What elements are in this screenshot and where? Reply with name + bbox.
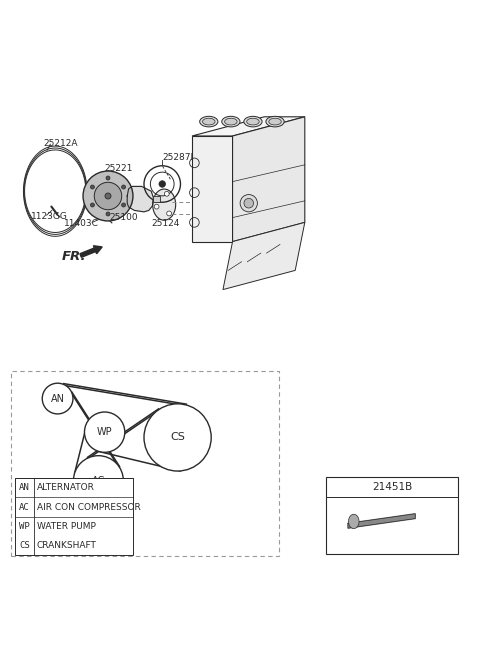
Ellipse shape — [266, 116, 284, 127]
Text: 25100: 25100 — [109, 213, 138, 222]
Ellipse shape — [244, 116, 262, 127]
Circle shape — [42, 383, 73, 414]
Circle shape — [105, 193, 111, 199]
Text: AC: AC — [19, 502, 30, 512]
Ellipse shape — [247, 118, 259, 125]
Text: FR.: FR. — [61, 251, 86, 264]
Bar — [11, 371, 279, 556]
Polygon shape — [233, 117, 305, 241]
Circle shape — [94, 182, 122, 210]
Text: 11403C: 11403C — [64, 219, 99, 228]
Polygon shape — [223, 222, 305, 289]
Polygon shape — [192, 136, 233, 241]
Text: AN: AN — [50, 394, 65, 403]
Text: 25212A: 25212A — [43, 138, 78, 148]
Circle shape — [106, 176, 110, 180]
Circle shape — [154, 204, 159, 209]
Circle shape — [121, 203, 126, 207]
Circle shape — [90, 203, 95, 207]
Circle shape — [121, 185, 126, 189]
Text: AIR CON COMPRESSOR: AIR CON COMPRESSOR — [37, 502, 141, 512]
Circle shape — [144, 404, 211, 471]
Circle shape — [167, 211, 171, 216]
FancyArrow shape — [80, 246, 102, 257]
Ellipse shape — [225, 118, 237, 125]
Text: 25287I: 25287I — [162, 153, 193, 162]
Text: CRANKSHAFT: CRANKSHAFT — [37, 541, 97, 550]
Ellipse shape — [200, 116, 218, 127]
Text: CS: CS — [19, 541, 30, 550]
Circle shape — [240, 195, 257, 212]
Circle shape — [106, 212, 110, 216]
Circle shape — [84, 412, 125, 453]
Circle shape — [90, 185, 95, 189]
Text: WATER PUMP: WATER PUMP — [37, 522, 96, 531]
Text: WP: WP — [19, 522, 30, 531]
Polygon shape — [348, 514, 415, 528]
Text: 25124: 25124 — [151, 219, 180, 228]
Ellipse shape — [348, 514, 359, 529]
Text: 25221: 25221 — [105, 164, 133, 173]
Text: AN: AN — [19, 483, 30, 493]
Text: 1123GG: 1123GG — [31, 212, 68, 220]
Polygon shape — [192, 117, 305, 136]
Ellipse shape — [222, 116, 240, 127]
Text: 21451B: 21451B — [372, 482, 412, 492]
Circle shape — [164, 192, 169, 196]
Bar — [153, 195, 160, 202]
Circle shape — [159, 180, 166, 187]
Ellipse shape — [269, 118, 281, 125]
Circle shape — [83, 171, 133, 221]
Bar — [326, 477, 458, 554]
Ellipse shape — [203, 118, 215, 125]
Circle shape — [73, 456, 123, 506]
Text: WP: WP — [97, 427, 112, 437]
Polygon shape — [127, 186, 154, 212]
Text: CS: CS — [170, 432, 185, 442]
Circle shape — [244, 198, 253, 208]
Text: ALTERNATOR: ALTERNATOR — [37, 483, 95, 493]
Ellipse shape — [153, 189, 176, 220]
Text: AC: AC — [92, 476, 105, 485]
Bar — [15, 478, 133, 555]
